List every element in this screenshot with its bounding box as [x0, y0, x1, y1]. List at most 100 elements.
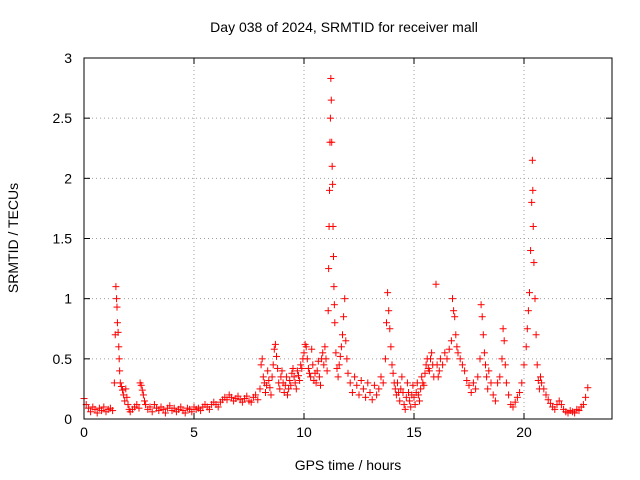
data-point	[267, 391, 275, 399]
y-axis-label: SRMTID / TECUs	[5, 183, 21, 293]
data-point	[141, 397, 148, 405]
data-point	[528, 198, 536, 206]
data-point	[288, 369, 296, 377]
data-point	[401, 405, 409, 413]
data-point	[313, 367, 321, 375]
data-point	[366, 389, 374, 397]
data-point	[188, 408, 196, 416]
data-point	[297, 361, 305, 369]
data-point	[330, 283, 338, 291]
data-point	[458, 361, 466, 369]
data-point	[252, 391, 260, 399]
data-point	[205, 405, 213, 413]
data-point	[368, 396, 376, 404]
data-point	[500, 337, 508, 345]
data-point	[551, 405, 559, 413]
data-point	[389, 369, 397, 377]
data-point	[407, 403, 415, 411]
x-tick-label: 0	[80, 424, 88, 440]
data-point	[247, 398, 255, 406]
data-point	[421, 369, 429, 377]
data-point	[447, 337, 455, 345]
data-point	[398, 373, 406, 381]
data-point	[439, 361, 447, 369]
plot-frame	[83, 57, 613, 420]
data-point	[557, 401, 565, 409]
data-point	[406, 397, 414, 405]
data-point	[513, 393, 521, 401]
data-point	[238, 398, 246, 406]
data-point	[509, 403, 517, 411]
data-point	[452, 331, 460, 339]
data-point	[355, 391, 363, 399]
data-point	[265, 376, 273, 384]
data-point	[359, 385, 367, 393]
data-point	[135, 404, 143, 412]
y-tick-label: 3	[64, 50, 72, 66]
x-tick-label: 20	[516, 424, 532, 440]
data-point	[116, 367, 124, 375]
data-point	[296, 376, 304, 384]
data-point	[113, 295, 121, 303]
data-point	[133, 401, 141, 409]
x-tick-label: 5	[190, 424, 198, 440]
data-point	[114, 328, 122, 336]
data-point	[273, 352, 280, 360]
data-point	[465, 381, 473, 389]
data-point	[396, 397, 404, 405]
data-point	[307, 373, 315, 381]
data-point	[91, 405, 99, 413]
data-point	[335, 361, 343, 369]
data-point	[329, 253, 337, 261]
data-point	[501, 361, 509, 369]
data-point	[119, 386, 126, 394]
data-point	[312, 379, 320, 387]
y-tick-label: 2.5	[53, 110, 73, 126]
data-point	[461, 367, 469, 375]
data-point	[257, 361, 265, 369]
data-point	[524, 307, 532, 315]
data-point	[544, 396, 552, 404]
data-point	[293, 367, 301, 375]
data-point	[278, 367, 286, 375]
data-point	[523, 325, 531, 333]
data-point	[478, 313, 486, 321]
data-point	[532, 331, 540, 339]
data-point	[445, 345, 453, 353]
data-point	[414, 391, 422, 399]
data-point	[292, 385, 300, 393]
data-point	[340, 313, 348, 321]
axis-ticks: 0 5 10 15 20 0 0.5 1 1.5 2 2.5 3	[53, 50, 612, 440]
data-point	[453, 343, 461, 351]
data-point	[324, 307, 332, 315]
data-point	[540, 385, 548, 393]
data-point	[336, 352, 344, 360]
data-point	[339, 331, 346, 339]
data-point	[322, 355, 330, 363]
data-point	[483, 373, 491, 381]
data-point	[491, 397, 499, 405]
data-point	[303, 355, 311, 363]
data-point	[522, 343, 530, 351]
data-point	[286, 376, 294, 384]
data-point	[579, 401, 587, 409]
data-point	[214, 403, 222, 411]
data-point	[264, 367, 272, 375]
data-point	[113, 303, 121, 311]
data-point	[327, 96, 335, 104]
data-point	[98, 407, 106, 415]
data-point	[334, 373, 342, 381]
data-point	[344, 369, 352, 377]
data-point	[266, 384, 274, 392]
data-point	[300, 349, 308, 357]
data-point	[425, 367, 433, 375]
data-point	[109, 407, 117, 415]
data-point	[434, 373, 442, 381]
data-point	[329, 222, 337, 230]
data-point	[420, 381, 428, 389]
data-point	[346, 379, 354, 387]
data-point	[112, 283, 120, 291]
data-point	[441, 349, 449, 357]
